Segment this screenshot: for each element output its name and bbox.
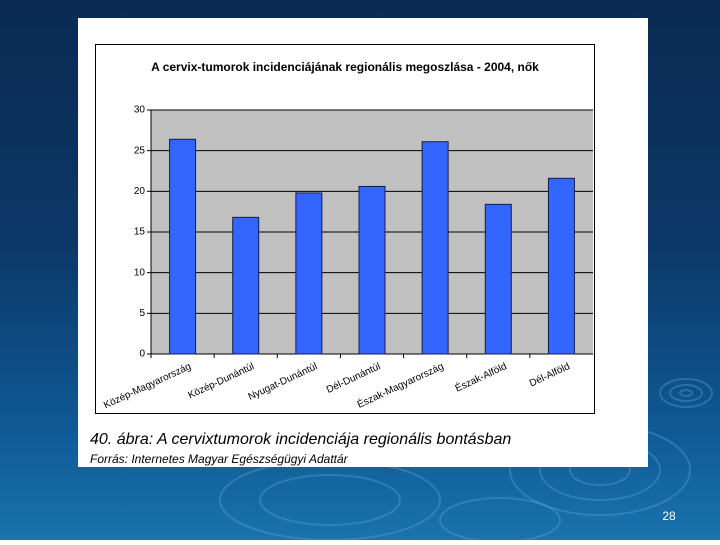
bar <box>232 216 260 355</box>
y-tick-label: 30 <box>134 105 146 116</box>
y-tick-label: 5 <box>139 308 145 319</box>
figure-source: Forrás: Internetes Magyar Egészségügyi A… <box>90 452 349 466</box>
bar <box>547 177 575 355</box>
y-tick-label: 0 <box>139 349 145 360</box>
bar <box>484 203 512 355</box>
y-tick-label: 10 <box>134 267 146 278</box>
page-number: 28 <box>662 509 676 523</box>
bar <box>421 141 449 355</box>
bar <box>169 138 197 355</box>
bar <box>295 192 323 355</box>
chart-title: A cervix-tumorok incidenciájának regioná… <box>151 60 539 74</box>
y-tick-label: 15 <box>134 227 146 238</box>
y-tick-label: 25 <box>134 145 146 156</box>
figure-caption: 40. ábra: A cervixtumorok incidenciája r… <box>90 431 511 448</box>
y-tick-label: 20 <box>134 186 146 197</box>
bar <box>358 185 386 355</box>
